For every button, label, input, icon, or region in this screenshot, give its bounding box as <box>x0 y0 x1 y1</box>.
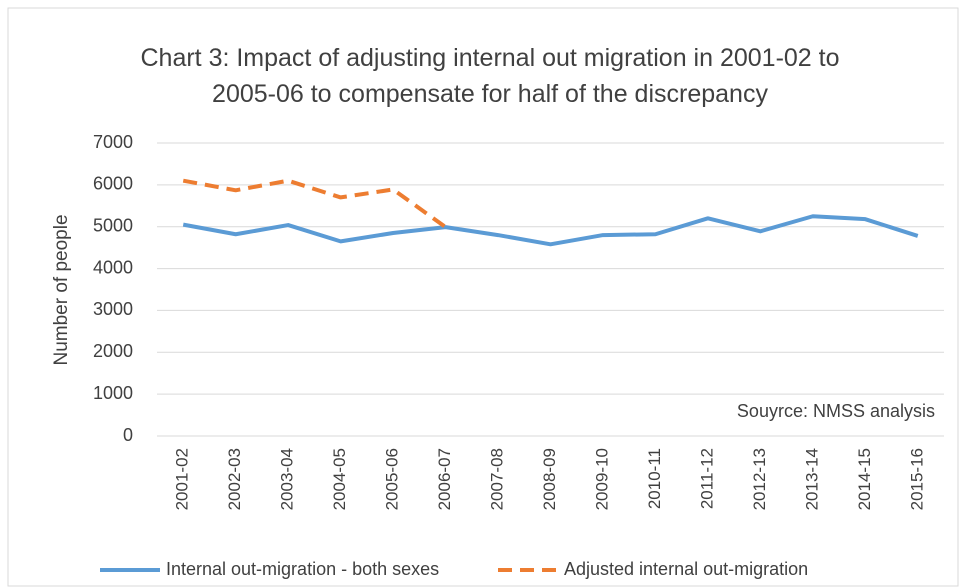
y-tick-label: 2000 <box>93 341 133 361</box>
chart-border <box>7 7 959 587</box>
x-tick-label: 2011-12 <box>697 448 716 509</box>
x-tick-label: 2005-06 <box>383 448 402 510</box>
x-tick-label: 2001-02 <box>173 448 192 510</box>
y-axis-label: Number of people <box>51 214 72 365</box>
legend-label: Internal out-migration - both sexes <box>166 559 439 579</box>
y-tick-label: 7000 <box>93 132 133 152</box>
x-tick-label: 2012-13 <box>750 448 769 510</box>
y-tick-label: 5000 <box>93 215 133 235</box>
annotation: Souyrce: NMSS analysis <box>737 401 935 421</box>
x-tick-label: 2002-03 <box>225 448 244 510</box>
x-tick-label: 2007-08 <box>488 448 507 510</box>
y-tick-label: 1000 <box>93 383 133 403</box>
x-tick-label: 2003-04 <box>278 448 297 510</box>
x-tick-label: 2015-16 <box>907 448 926 510</box>
chart-title: Chart 3: Impact of adjusting internal ou… <box>140 44 840 108</box>
y-tick-label: 6000 <box>93 174 133 194</box>
y-tick-label: 0 <box>123 425 133 445</box>
legend-label: Adjusted internal out-migration <box>564 559 808 579</box>
y-tick-label: 4000 <box>93 257 133 277</box>
data-line <box>182 214 919 247</box>
x-tick-label: 2006-07 <box>435 448 454 510</box>
x-tick-label: 2004-05 <box>330 448 349 510</box>
x-tick-label: 2009-10 <box>592 448 611 510</box>
x-tick-label: 2008-09 <box>540 448 559 510</box>
data-line <box>182 178 447 229</box>
y-tick-label: 3000 <box>93 299 133 319</box>
x-tick-label: 2013-14 <box>802 448 821 510</box>
x-tick-label: 2014-15 <box>855 448 874 510</box>
x-tick-label: 2010-11 <box>645 448 664 509</box>
